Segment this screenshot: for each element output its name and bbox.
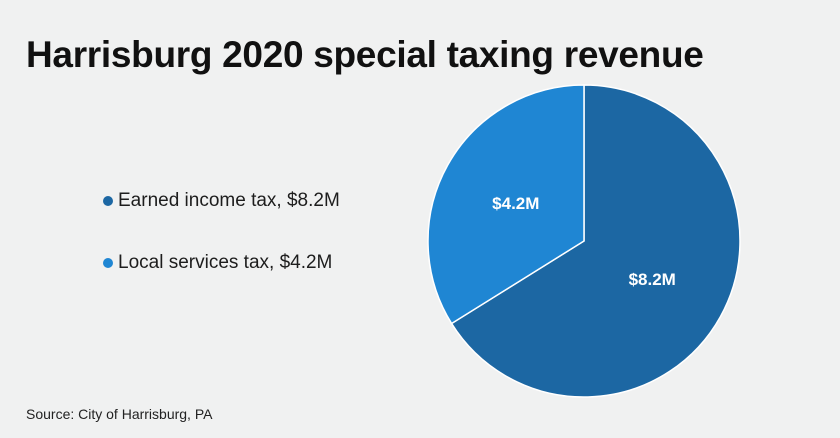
pie-slice-local-services	[427, 84, 585, 325]
legend-swatch-local-services	[103, 258, 113, 268]
legend-label-local-services: Local services tax, $4.2M	[118, 252, 333, 273]
data-label-local-services: $4.2M	[492, 194, 539, 213]
legend: Earned income tax, $8.2M Local services …	[103, 190, 340, 314]
source-note: Source: City of Harrisburg, PA	[26, 406, 213, 422]
legend-item-local-services: Local services tax, $4.2M	[103, 252, 340, 274]
legend-label-earned-income: Earned income tax, $8.2M	[118, 190, 340, 211]
legend-swatch-earned-income	[103, 196, 113, 206]
legend-item-earned-income: Earned income tax, $8.2M	[103, 190, 340, 212]
data-label-earned-income: $8.2M	[629, 270, 676, 289]
pie-slice-earned-income	[450, 84, 741, 398]
chart-title: Harrisburg 2020 special taxing revenue	[26, 34, 704, 75]
